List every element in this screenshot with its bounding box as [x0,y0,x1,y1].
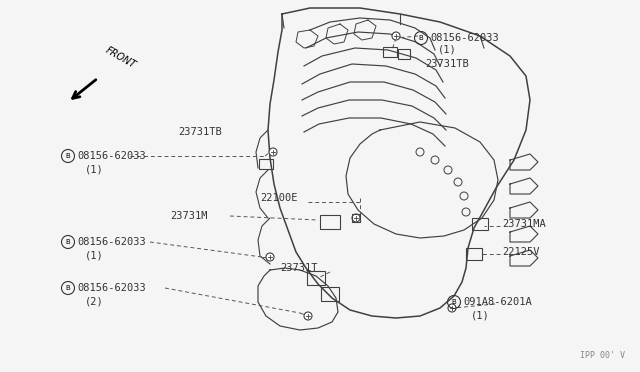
Bar [352,214,360,222]
Bar [472,218,488,230]
Text: (1): (1) [85,250,104,260]
Text: 22125V: 22125V [502,247,540,257]
Text: B: B [419,35,424,41]
Text: (1): (1) [438,45,457,55]
Bar [398,49,410,59]
Text: (1): (1) [471,310,490,320]
Text: 23731MA: 23731MA [502,219,546,229]
Circle shape [352,214,360,222]
Circle shape [392,32,400,40]
Text: 08156-62033: 08156-62033 [77,237,146,247]
Text: 08156-62033: 08156-62033 [77,283,146,293]
Text: (1): (1) [85,164,104,174]
Bar [259,159,273,169]
Circle shape [448,304,456,312]
Text: 08156-62033: 08156-62033 [77,151,146,161]
Text: 091A8-6201A: 091A8-6201A [463,297,532,307]
Bar [307,271,325,285]
Text: B: B [452,299,456,305]
Text: 23731M: 23731M [170,211,207,221]
Text: B: B [66,239,70,245]
Circle shape [269,148,277,156]
Text: 23731T: 23731T [280,263,317,273]
Circle shape [304,312,312,320]
Bar [320,215,340,229]
Circle shape [266,253,274,261]
Bar [321,287,339,301]
Text: FRONT: FRONT [104,45,138,70]
Text: 23731TB: 23731TB [178,127,221,137]
Text: 22100E: 22100E [260,193,298,203]
Text: B: B [66,285,70,291]
Text: (2): (2) [85,296,104,306]
Text: 08156-62033: 08156-62033 [430,33,499,43]
Text: 23731TB: 23731TB [425,59,468,69]
Text: B: B [66,153,70,159]
Bar [383,47,397,57]
Bar [466,248,482,260]
Text: IPP 00' V: IPP 00' V [580,351,625,360]
